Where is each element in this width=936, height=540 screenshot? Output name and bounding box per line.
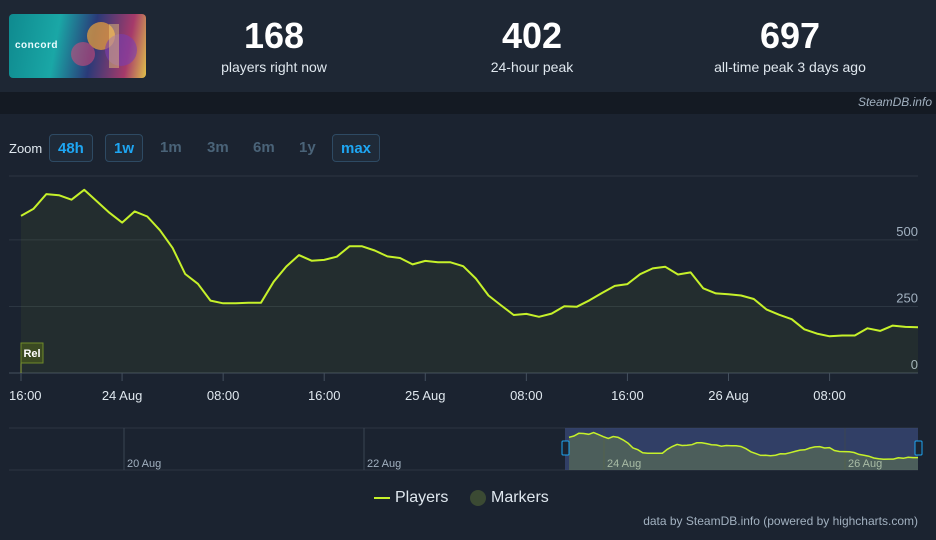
players-legend-line-icon bbox=[374, 497, 390, 499]
zoom-1w-button[interactable]: 1w bbox=[105, 134, 144, 162]
zoom-1y-button[interactable]: 1y bbox=[299, 139, 316, 156]
x-tick-label: 16:00 bbox=[611, 388, 644, 403]
y-tick-label: 0 bbox=[911, 357, 918, 372]
current-players-value: 168 bbox=[243, 15, 305, 56]
x-tick-label: 24 Aug bbox=[102, 388, 143, 403]
navigator-right-handle[interactable] bbox=[914, 440, 923, 456]
chart-legend: Players Markers bbox=[0, 488, 936, 510]
peak-24h-label: 24-hour peak bbox=[490, 59, 574, 75]
players-line bbox=[20, 188, 919, 338]
navigator-selection bbox=[565, 428, 918, 470]
navigator-area bbox=[569, 432, 918, 470]
release-marker-flag bbox=[20, 342, 44, 364]
player-count-chart: 0 250 500 16:00 24 Aug 08:00 16:00 25 Aug 08:00 1… bbox=[9, 175, 923, 471]
legend-players[interactable]: Players bbox=[395, 489, 449, 506]
markers-legend-dot-icon bbox=[470, 490, 486, 506]
x-tick-label: 16:00 bbox=[9, 388, 42, 403]
game-art-icon bbox=[71, 22, 137, 68]
zoom-48h-button[interactable]: 48h bbox=[49, 134, 93, 162]
stat-24h-peak: 402 24-hour peak bbox=[458, 16, 606, 76]
navigator-date-label: 22 Aug bbox=[367, 458, 401, 470]
chart-credit[interactable]: data by SteamDB.info (powered by highcha… bbox=[643, 514, 918, 528]
stats-header: concord 168 players right now 402 24-hou… bbox=[0, 0, 936, 92]
navigator-date-label: 26 Aug bbox=[848, 458, 882, 470]
navigator-left-handle[interactable] bbox=[561, 440, 570, 456]
game-capsule-image[interactable]: concord bbox=[9, 14, 146, 78]
stat-alltime-peak: 697 all-time peak 3 days ago bbox=[690, 16, 890, 76]
zoom-3m-button[interactable]: 3m bbox=[207, 139, 229, 156]
legend-markers[interactable]: Markers bbox=[491, 489, 549, 506]
navigator-date-label: 24 Aug bbox=[607, 458, 641, 470]
game-logo: concord bbox=[15, 40, 58, 51]
peak-24h-value: 402 bbox=[501, 15, 563, 56]
release-marker-label: Rel bbox=[23, 348, 40, 360]
x-tick-label: 26 Aug bbox=[708, 388, 749, 403]
alltime-peak-label: all-time peak 3 days ago bbox=[714, 59, 866, 75]
navigator-line bbox=[568, 431, 918, 461]
x-tick-label: 08:00 bbox=[813, 388, 846, 403]
navigator-date-label: 20 Aug bbox=[127, 458, 161, 470]
zoom-1m-button[interactable]: 1m bbox=[160, 139, 182, 156]
x-tick-label: 25 Aug bbox=[405, 388, 446, 403]
current-players-label: players right now bbox=[221, 59, 327, 75]
y-tick-label: 250 bbox=[896, 290, 918, 305]
source-link[interactable]: SteamDB.info bbox=[857, 95, 932, 109]
alltime-peak-value: 697 bbox=[759, 15, 821, 56]
players-area bbox=[21, 189, 918, 373]
x-tick-label: 08:00 bbox=[207, 388, 240, 403]
zoom-6m-button[interactable]: 6m bbox=[253, 139, 275, 156]
stat-current: 168 players right now bbox=[200, 16, 348, 76]
zoom-label: Zoom bbox=[9, 141, 43, 156]
x-tick-label: 16:00 bbox=[308, 388, 341, 403]
source-bar: SteamDB.info bbox=[0, 92, 936, 114]
y-tick-label: 500 bbox=[896, 224, 918, 239]
zoom-max-button[interactable]: max bbox=[332, 134, 381, 162]
x-tick-label: 08:00 bbox=[510, 388, 543, 403]
